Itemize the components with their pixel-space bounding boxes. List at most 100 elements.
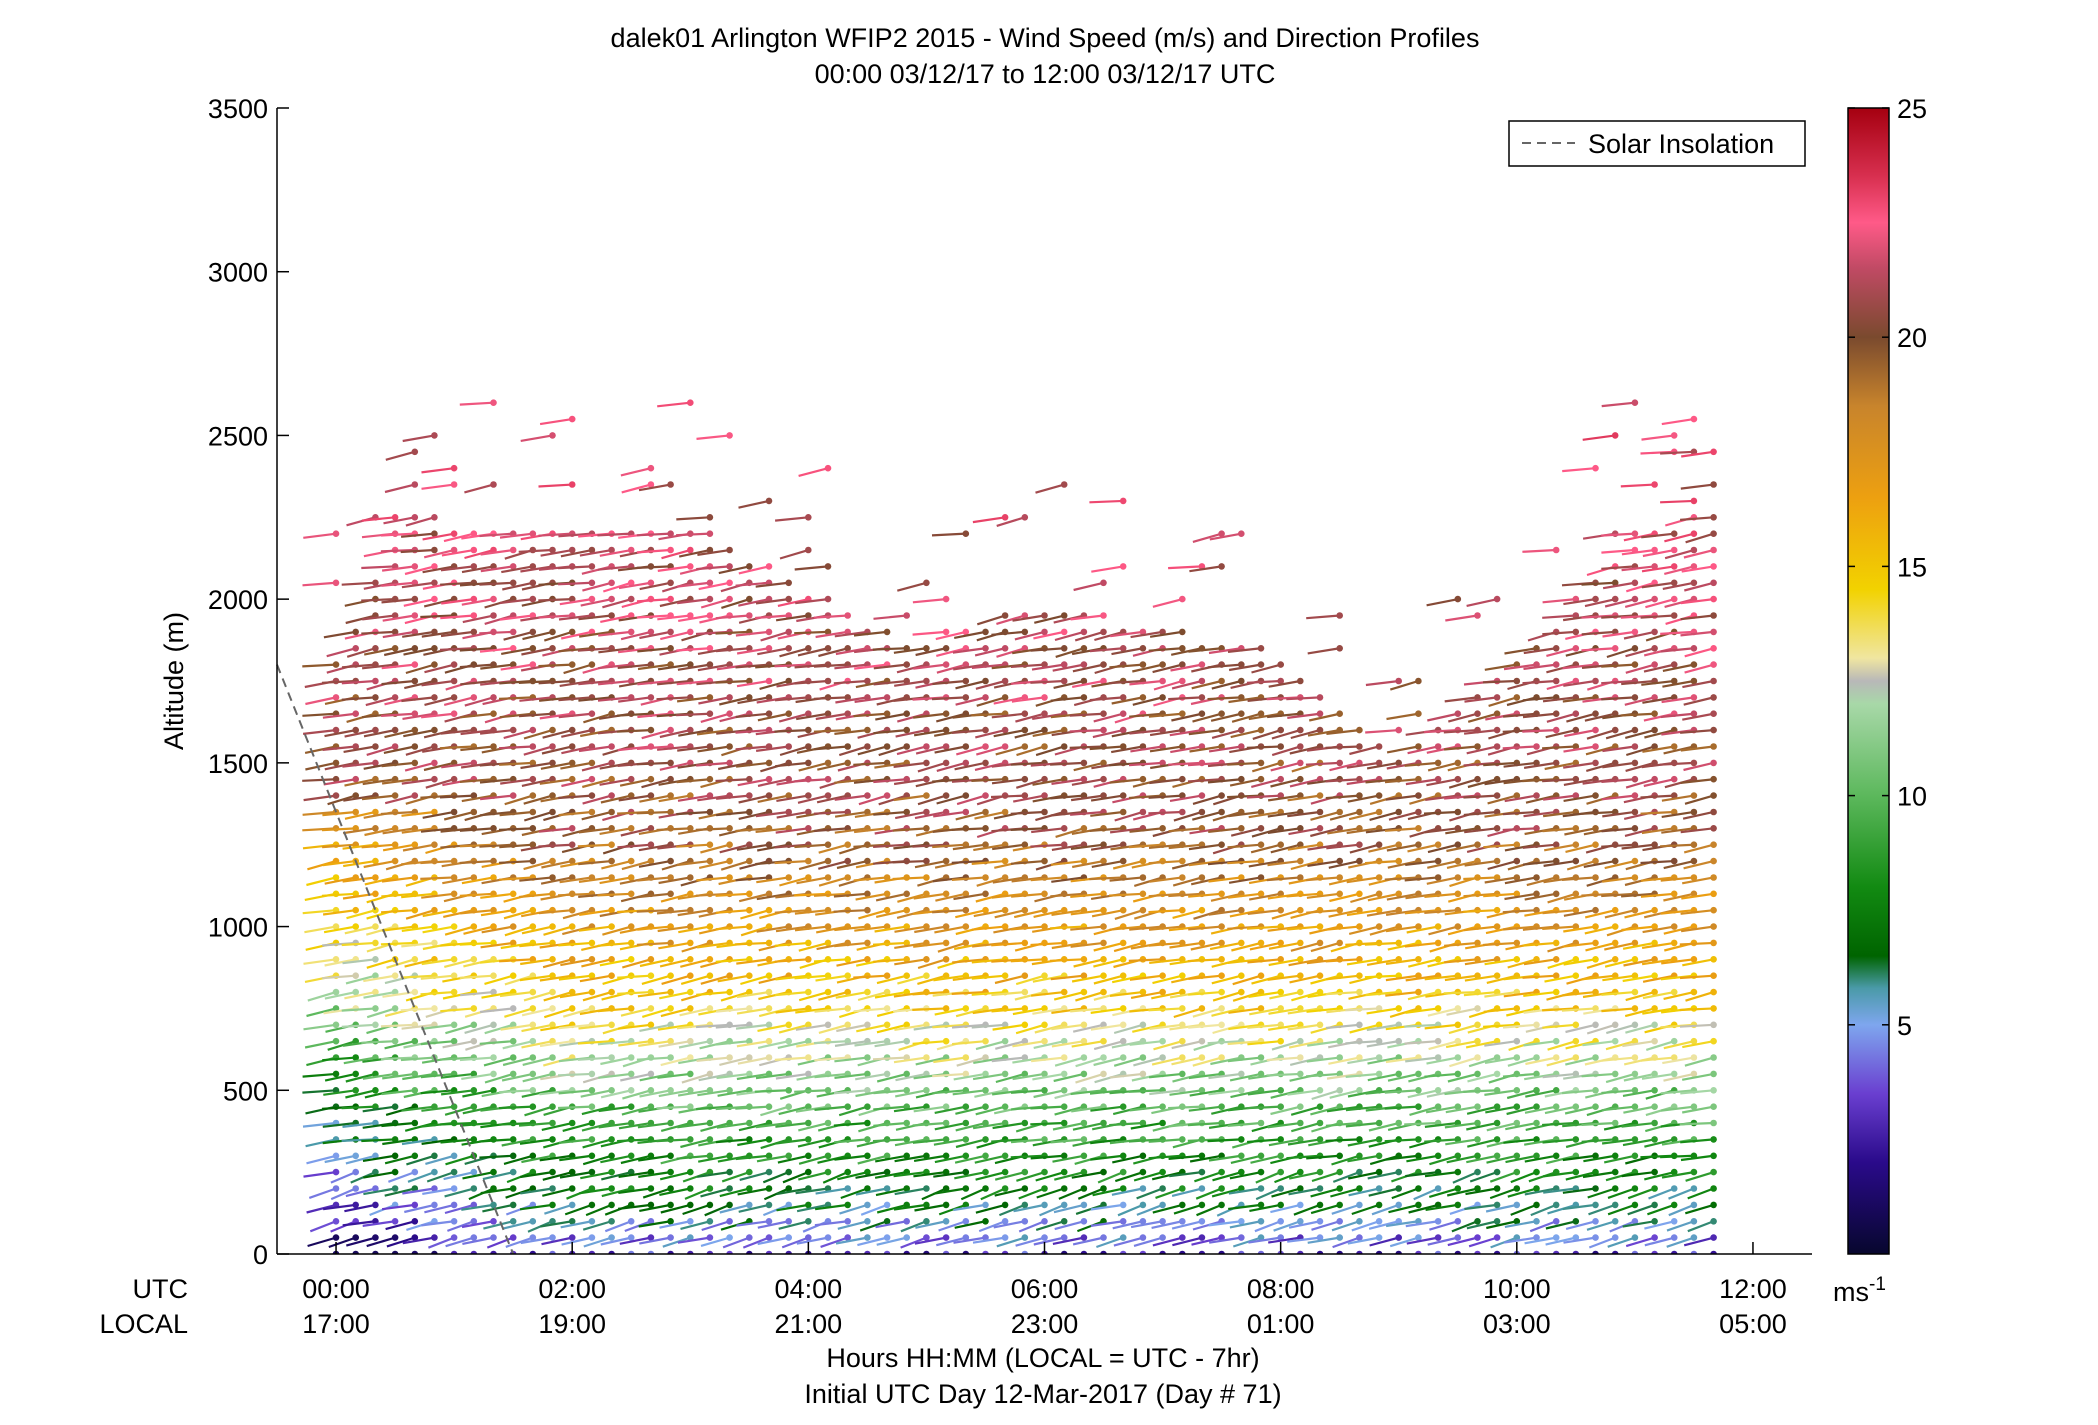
wind-barb-dot xyxy=(746,563,753,570)
wind-barb-dot xyxy=(647,694,655,701)
wind-barb-shaft xyxy=(381,1121,415,1128)
wind-barb-dot xyxy=(982,1136,989,1143)
wind-barb-shaft xyxy=(330,1171,357,1184)
wind-barb xyxy=(302,775,340,783)
wind-barb-dot xyxy=(411,514,419,521)
wind-barb-dot xyxy=(746,972,753,979)
wind-barb xyxy=(342,874,379,883)
wind-barb-dot xyxy=(765,497,773,505)
wind-barb-dot xyxy=(1001,1185,1009,1192)
wind-barb-dot xyxy=(568,743,576,750)
wind-barb-shaft xyxy=(321,892,356,897)
wind-barb-shaft xyxy=(341,663,376,669)
wind-barb-dot xyxy=(549,1201,556,1209)
wind-barb-dot xyxy=(608,1054,615,1061)
wind-barb xyxy=(343,857,379,868)
wind-barb-dot xyxy=(883,1201,891,1209)
wind-barb-dot xyxy=(470,1234,478,1241)
wind-barb-dot xyxy=(490,1070,497,1078)
wind-barb-dot xyxy=(667,546,674,554)
wind-barb-dot xyxy=(765,1054,773,1061)
wind-barb xyxy=(401,923,438,932)
wind-barb-dot xyxy=(509,726,517,734)
wind-barb-dot xyxy=(982,743,989,750)
wind-barb-dot xyxy=(805,743,812,750)
wind-barb-shaft xyxy=(426,1171,455,1183)
wind-barb-dot xyxy=(470,1185,478,1192)
wind-barb-shaft xyxy=(444,712,475,723)
wind-barb-dot xyxy=(431,1152,438,1160)
wind-barb-dot xyxy=(509,1054,517,1061)
wind-barb-dot xyxy=(372,1168,379,1176)
wind-barb-shaft xyxy=(444,1105,475,1116)
wind-barb-shaft xyxy=(558,581,592,586)
wind-barb-dot xyxy=(942,1218,950,1225)
wind-barb-shaft xyxy=(461,1220,494,1229)
wind-barb-dot xyxy=(568,415,576,423)
wind-barb-dot xyxy=(765,710,773,717)
wind-barb xyxy=(444,1185,478,1198)
wind-barb-dot xyxy=(470,1070,478,1078)
wind-barb-dot xyxy=(687,1070,694,1078)
wind-barb-dot xyxy=(1041,857,1048,865)
wind-barb-dot xyxy=(765,563,773,570)
wind-barb-shaft xyxy=(443,909,475,918)
wind-barb xyxy=(421,1218,458,1227)
wind-barb-shaft xyxy=(404,1203,435,1214)
wind-barb-shaft xyxy=(307,991,337,1002)
wind-barb-shaft xyxy=(366,1236,396,1248)
wind-barb-shaft xyxy=(381,761,415,768)
wind-barb-dot xyxy=(549,1119,556,1127)
wind-barb-dot xyxy=(332,579,340,587)
wind-barb-dot xyxy=(529,775,537,783)
wind-barb-dot xyxy=(352,808,360,816)
wind-barb xyxy=(344,988,379,1000)
wind-barb-dot xyxy=(805,939,812,947)
wind-barb-dot xyxy=(962,906,970,914)
wind-barb xyxy=(426,1168,458,1183)
wind-barb-dot xyxy=(923,1185,930,1192)
wind-barb-dot xyxy=(824,645,832,652)
wind-barb-dot xyxy=(372,759,379,767)
wind-barb-dot xyxy=(509,890,517,898)
wind-barb-dot xyxy=(411,906,419,914)
wind-barb-shaft xyxy=(350,1171,376,1184)
wind-barb-shaft xyxy=(400,1007,435,1012)
wind-barb-shaft xyxy=(383,647,415,657)
wind-barb xyxy=(303,1021,340,1031)
wind-barb-shaft xyxy=(440,1007,474,1013)
wind-barb-dot xyxy=(509,1037,517,1045)
wind-barb xyxy=(322,710,360,719)
wind-barb xyxy=(322,972,360,980)
wind-barb-dot xyxy=(1060,645,1068,652)
wind-barb-shaft xyxy=(342,827,376,835)
wind-barb-dot xyxy=(332,1234,340,1241)
wind-barb-dot xyxy=(962,1005,970,1012)
wind-barb xyxy=(447,1218,478,1232)
wind-barb-dot xyxy=(411,1119,419,1127)
wind-barb xyxy=(303,956,340,965)
wind-barb-dot xyxy=(726,710,733,717)
wind-barb-dot xyxy=(903,1070,910,1078)
wind-barb-dot xyxy=(411,1218,419,1225)
wind-barb xyxy=(391,1250,399,1254)
wind-barb-shaft xyxy=(341,696,376,701)
wind-barb-dot xyxy=(667,628,674,636)
wind-barb-dot xyxy=(1001,1201,1009,1209)
wind-barb-shaft xyxy=(421,679,455,687)
wind-barb-shaft xyxy=(306,1154,337,1165)
wind-barb-dot xyxy=(824,841,832,848)
wind-barb-dot xyxy=(411,1201,419,1209)
wind-barb-shaft xyxy=(400,548,435,554)
wind-barb-shaft xyxy=(1060,1252,1065,1254)
wind-barb-dot xyxy=(332,694,340,701)
wind-barb-dot xyxy=(864,792,871,799)
wind-barb-dot xyxy=(431,1168,438,1176)
wind-barb-dot xyxy=(726,988,733,996)
wind-barb-dot xyxy=(588,563,596,570)
wind-barb xyxy=(422,808,458,819)
wind-barb-dot xyxy=(332,1152,340,1160)
wind-barb xyxy=(344,726,379,738)
wind-barb-dot xyxy=(1060,1103,1068,1110)
wind-barb xyxy=(382,612,419,622)
